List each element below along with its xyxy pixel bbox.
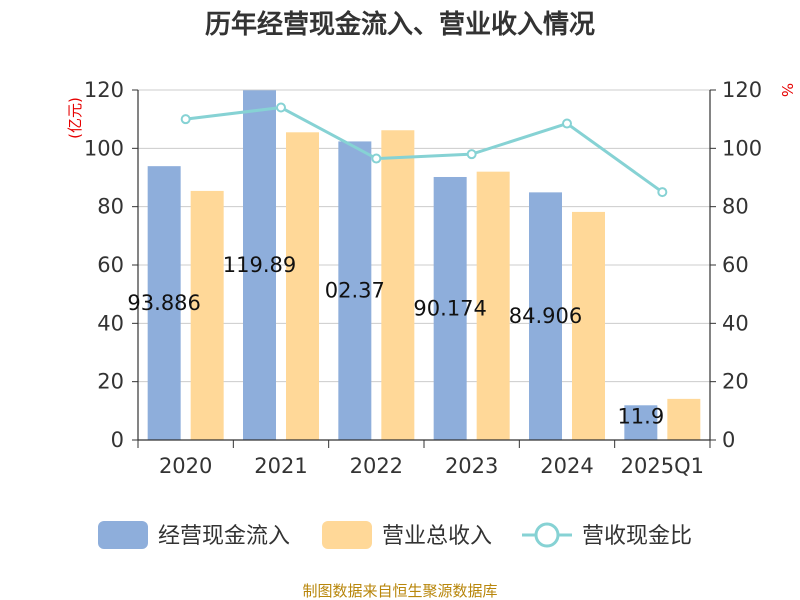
- left-tick-label: 100: [84, 136, 124, 160]
- bar-revenue: [476, 171, 510, 440]
- bar-cash-inflow: [338, 141, 372, 440]
- x-tick-label: 2023: [445, 454, 498, 478]
- right-tick-label: 120: [722, 78, 762, 102]
- x-tick-label: 2021: [254, 454, 307, 478]
- legend-label-cash: 经营现金流入: [158, 524, 290, 549]
- bar-cash-inflow: [433, 176, 467, 440]
- right-tick-label: 80: [722, 195, 749, 219]
- left-tick-label: 0: [111, 428, 124, 452]
- bar-value-label: 93.886: [127, 291, 200, 315]
- ratio-point: [657, 187, 668, 198]
- bar-value-label: 119.89: [223, 253, 296, 277]
- right-tick-label: 20: [722, 370, 749, 394]
- ratio-point: [466, 149, 477, 160]
- grid-lines: [138, 89, 710, 383]
- bar-revenue: [381, 130, 415, 440]
- left-tick-label: 120: [84, 78, 124, 102]
- bar-value-label: 11.9: [617, 404, 664, 428]
- right-axis-unit: %: [778, 83, 796, 97]
- left-tick-label: 60: [97, 253, 124, 277]
- bar-revenue: [572, 211, 605, 440]
- ratio-line: [180, 102, 668, 198]
- ratio-point: [562, 118, 572, 129]
- bar-cash-inflow: [147, 166, 181, 440]
- ratio-line-path: [185, 105, 664, 194]
- left-tick-label: 80: [97, 195, 124, 219]
- bar-value-label: 84.906: [509, 304, 582, 328]
- chart-title: 历年经营现金流入、营业收入情况: [205, 9, 595, 40]
- bar-labels: 93.886 119.89 02.37 90.174 84.906 11.9: [127, 253, 664, 428]
- bar-cash-inflow: [243, 90, 276, 440]
- bar-value-label: 90.174: [413, 296, 486, 320]
- bars: [147, 90, 701, 440]
- bar-value-label: 02.37: [325, 279, 385, 303]
- legend-swatch-cash: [98, 521, 148, 549]
- ratio-point: [180, 114, 191, 125]
- legend-label-ratio: 营收现金比: [582, 524, 692, 549]
- right-tick-label: 40: [722, 311, 749, 335]
- axes: 0 20 40 60 80 100 120 0 20 40 60 80 100 120 2020 2021 20…: [84, 78, 762, 478]
- right-tick-label: 60: [722, 253, 749, 277]
- x-tick-label: 2025Q1: [621, 454, 704, 478]
- bar-revenue: [190, 190, 224, 440]
- source-note: 制图数据来自恒生聚源数据库: [302, 582, 497, 600]
- left-tick-label: 40: [97, 311, 124, 335]
- legend-marker-ratio: [534, 522, 560, 548]
- x-tick-label: 2020: [159, 454, 212, 478]
- bar-cash-inflow: [624, 405, 658, 440]
- ratio-point: [371, 153, 382, 164]
- bar-revenue: [286, 132, 319, 440]
- ratio-point: [276, 102, 286, 113]
- left-tick-label: 20: [97, 370, 124, 394]
- legend-swatch-revenue: [322, 521, 372, 549]
- left-axis-unit: (亿元): [66, 97, 84, 139]
- bar-revenue: [667, 398, 701, 440]
- x-tick-label: 2022: [350, 454, 403, 478]
- bar-cash-inflow: [529, 192, 562, 440]
- legend: 经营现金流入 营业总收入 营收现金比: [98, 521, 692, 549]
- right-tick-label: 100: [722, 136, 762, 160]
- right-tick-label: 0: [722, 428, 735, 452]
- legend-label-revenue: 营业总收入: [382, 524, 492, 549]
- x-tick-label: 2024: [540, 454, 593, 478]
